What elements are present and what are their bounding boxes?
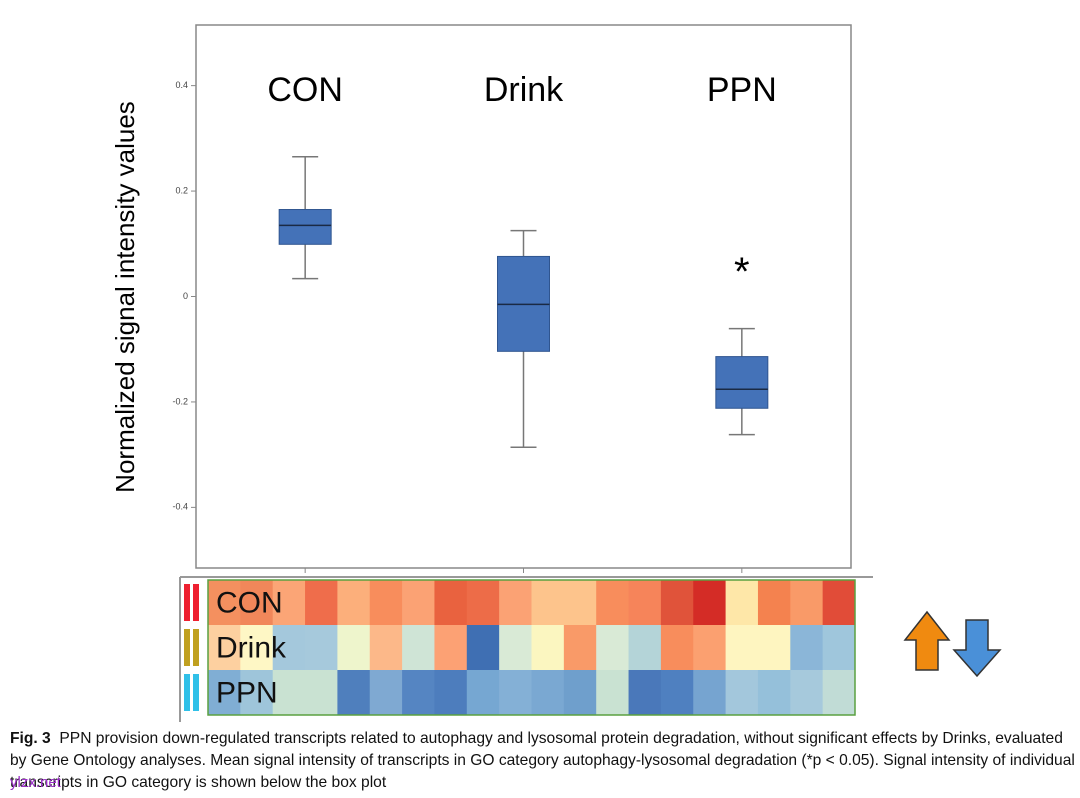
caption-label: Fig. 3: [10, 730, 51, 747]
heatmap-cell: [466, 580, 500, 625]
heatmap-cell: [725, 670, 759, 715]
category-label: PPN: [707, 71, 777, 109]
box: [278, 209, 332, 245]
heatmap-cell: [563, 670, 597, 715]
heatmap-cell: [822, 580, 856, 625]
heatmap-cell: [725, 625, 759, 670]
row-label: CON: [216, 586, 283, 619]
heatmap-cell: [305, 625, 338, 670]
row-marker: [184, 674, 190, 711]
heatmap-cell: [790, 625, 824, 670]
heatmap-cell: [563, 625, 597, 670]
row-marker: [184, 584, 190, 621]
heatmap-cell: [499, 625, 532, 670]
heatmap-cell: [272, 580, 306, 625]
heatmap-cell: [369, 625, 403, 670]
heatmap-cell: [208, 670, 241, 715]
heatmap-cell: [499, 580, 532, 625]
heatmap-cell: [757, 670, 791, 715]
heatmap-cell: [466, 625, 500, 670]
annotation: *: [734, 250, 750, 294]
heatmap-cell: [822, 625, 856, 670]
heatmap-cell: [531, 625, 565, 670]
heatmap-cell: [757, 625, 791, 670]
heatmap-cell: [757, 580, 791, 625]
caption: Fig. 3 PPN provision down-regulated tran…: [10, 728, 1076, 794]
heatmap-cell: [531, 670, 565, 715]
heatmap-cell: [272, 625, 306, 670]
y-axis-label: Normalized signal intensity values: [110, 101, 140, 493]
heatmap-cell: [693, 670, 727, 715]
y-tick-label: -0.2: [172, 396, 188, 406]
heatmap-cell: [240, 670, 274, 715]
box: [715, 356, 769, 409]
heatmap-cell: [596, 670, 630, 715]
heatmap-cell: [660, 625, 694, 670]
heatmap-cell: [596, 625, 630, 670]
heatmap-cell: [628, 670, 662, 715]
heatmap-cell: [531, 580, 565, 625]
heatmap-cell: [240, 580, 274, 625]
heatmap-cell: [660, 580, 694, 625]
heatmap-cell: [822, 670, 856, 715]
heatmap-cell: [790, 580, 824, 625]
heatmap-cell: [466, 670, 500, 715]
heatmap-cell: [272, 670, 306, 715]
chart: Normalized signal intensity values 0.4 0.…: [110, 24, 1002, 722]
row-marker: [184, 629, 190, 666]
y-tick-label: -0.4: [172, 502, 188, 512]
heatmap-cell: [790, 670, 824, 715]
y-tick-label: 0.2: [175, 185, 188, 195]
heatmap-cell: [305, 580, 338, 625]
heatmap-cell: [628, 580, 662, 625]
y-tick-label: 0: [183, 291, 188, 301]
heatmap-cell: [369, 580, 403, 625]
row-label: PPN: [216, 676, 278, 709]
heatmap-cell: [337, 670, 371, 715]
heatmap-cell: [434, 580, 468, 625]
heatmap-border: [207, 579, 856, 716]
category-label: CON: [267, 71, 343, 109]
heatmap-cell: [660, 670, 694, 715]
heatmap-cell: [208, 625, 241, 670]
heatmap-cell: [337, 580, 371, 625]
heatmap-cell: [725, 580, 759, 625]
row-label: Drink: [216, 631, 287, 664]
heatmap-cell: [596, 580, 630, 625]
row-marker: [193, 629, 199, 666]
down-arrow: [952, 619, 1002, 678]
heatmap-cell: [402, 670, 435, 715]
heatmap-cell: [693, 580, 727, 625]
row-marker: [193, 584, 199, 621]
heatmap-cell: [402, 580, 435, 625]
heatmap-cell: [563, 580, 597, 625]
heatmap-cell: [434, 625, 468, 670]
caption-text: PPN provision down-regulated transcripts…: [10, 730, 1075, 791]
heatmap-cell: [208, 580, 241, 625]
category-label: Drink: [484, 71, 564, 109]
heatmap-cell: [337, 625, 371, 670]
up-arrow: [903, 610, 951, 671]
watermark: ylzx.net: [10, 774, 61, 791]
heatmap-cell: [240, 625, 274, 670]
heatmap-cell: [499, 670, 532, 715]
row-marker: [193, 674, 199, 711]
heatmap-cell: [628, 625, 662, 670]
heatmap-cell: [402, 625, 435, 670]
heatmap-cell: [369, 670, 403, 715]
heatmap-cell: [305, 670, 338, 715]
heatmap-cell: [693, 625, 727, 670]
y-tick-label: 0.4: [175, 80, 188, 90]
heatmap-cell: [434, 670, 468, 715]
